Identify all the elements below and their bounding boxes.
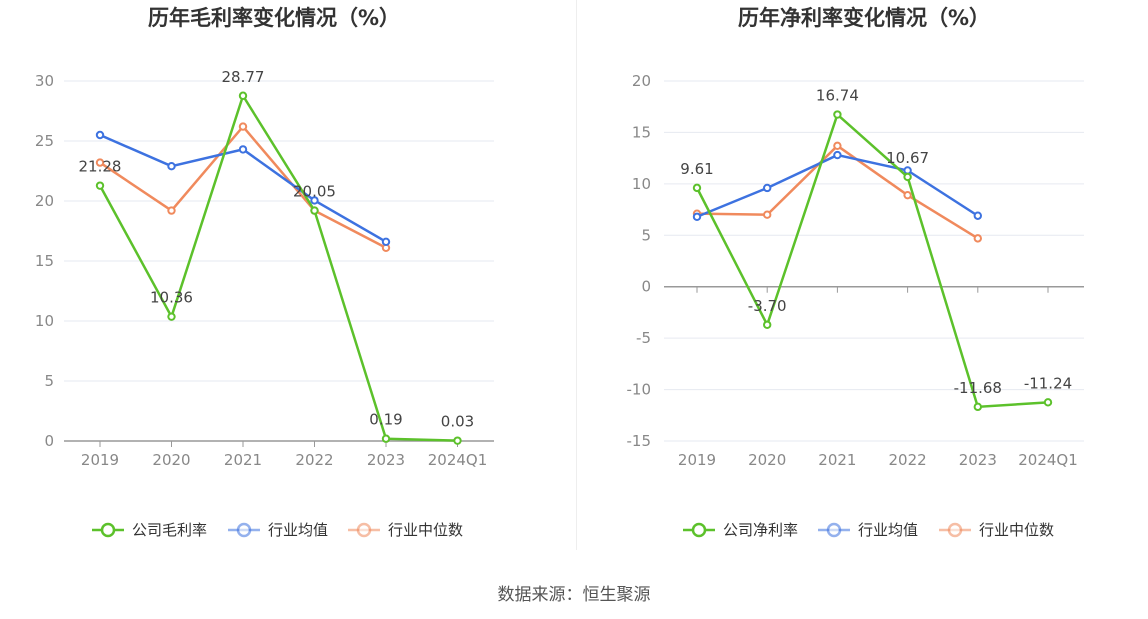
median-legend-label: 行业中位数 <box>979 521 1054 539</box>
company-data-point <box>238 91 248 100</box>
company-legend-label: 公司毛利率 <box>132 521 207 539</box>
x-tick-label: 2023 <box>959 451 997 469</box>
x-tick-label: 2021 <box>818 451 856 469</box>
y-tick-label: 20 <box>632 72 651 90</box>
y-tick-label: -5 <box>636 329 651 347</box>
median-series-line <box>696 144 979 240</box>
y-tick-label: 0 <box>44 432 54 450</box>
gross-margin-chart-svg: 历年毛利率变化情况（%） 30 25 20 15 10 5 0 2019 2020 2021 2022… <box>35 6 494 539</box>
x-tick-label: 2019 <box>678 451 716 469</box>
company-data-point <box>903 172 912 182</box>
avg-legend-marker <box>826 522 842 538</box>
y-tick-label: 0 <box>641 278 651 296</box>
avg-data-point <box>692 212 702 221</box>
avg-data-point <box>310 196 319 205</box>
median-data-point <box>95 158 105 167</box>
company-data-point <box>95 181 105 190</box>
y-tick-label: 20 <box>35 192 54 210</box>
median-data-point <box>973 234 982 243</box>
x-tick-label: 2022 <box>295 451 333 469</box>
company-legend-label: 公司净利率 <box>723 521 798 539</box>
panel-divider <box>576 0 577 550</box>
x-tick-label: 2022 <box>889 451 927 469</box>
company-data-label: 21.28 <box>79 158 122 176</box>
median-data-point <box>167 206 176 215</box>
company-data-label: 10.36 <box>150 289 193 307</box>
company-data-point <box>381 434 391 443</box>
avg-data-point <box>381 237 391 247</box>
data-source: 数据来源：恒生聚源 <box>497 585 651 605</box>
chart-title: 历年毛利率变化情况（%） <box>148 6 400 30</box>
y-tick-label: 5 <box>641 226 651 244</box>
y-tick-label: 10 <box>632 175 651 193</box>
company-data-point <box>310 206 319 215</box>
avg-data-point <box>95 130 105 140</box>
company-data-label: -3.70 <box>748 297 787 315</box>
y-tick-label: 15 <box>632 123 651 141</box>
y-tick-label: -10 <box>627 381 652 399</box>
company-data-point <box>1043 398 1053 407</box>
company-data-label: 9.61 <box>680 160 713 178</box>
avg-data-point <box>833 150 842 160</box>
company-data-label: 28.77 <box>222 68 265 86</box>
company-data-label: 20.05 <box>293 183 336 201</box>
company-data-label: -11.24 <box>1024 374 1072 392</box>
company-data-point <box>973 402 982 412</box>
net-margin-chart-svg: 历年净利率变化情况（%） 20 15 10 5 0 -5 -10 -15 2019 2020 2021… <box>627 6 1084 539</box>
median-legend-marker <box>947 522 963 538</box>
median-series-line <box>99 124 387 249</box>
avg-data-point <box>167 162 176 171</box>
median-data-point <box>763 210 772 219</box>
y-tick-label: -15 <box>627 432 652 450</box>
avg-data-point <box>763 183 772 193</box>
median-data-point <box>833 141 842 151</box>
avg-legend-label: 行业均值 <box>858 521 918 539</box>
company-data-label: 16.74 <box>816 87 859 105</box>
company-data-point <box>692 183 702 193</box>
median-data-point <box>238 122 248 131</box>
avg-data-point <box>238 145 248 154</box>
median-legend-marker <box>356 522 372 538</box>
avg-data-point <box>903 166 912 175</box>
x-tick-label: 2021 <box>224 451 262 469</box>
company-data-point <box>167 312 176 321</box>
x-tick-label: 2020 <box>748 451 786 469</box>
median-data-point <box>903 190 912 200</box>
company-legend-marker <box>691 522 707 538</box>
company-series-line <box>695 112 1049 409</box>
y-tick-label: 15 <box>35 252 54 270</box>
x-tick-label: 2019 <box>81 451 119 469</box>
company-data-point <box>453 436 462 445</box>
company-data-label: -11.68 <box>954 379 1002 397</box>
company-data-label: 0.03 <box>441 413 474 431</box>
y-tick-label: 30 <box>35 72 54 90</box>
company-data-label: 10.67 <box>886 149 929 167</box>
x-tick-label: 2023 <box>367 451 405 469</box>
avg-series-line <box>696 153 979 218</box>
net-margin-chart: 历年净利率变化情况（%） 20 15 10 5 0 -5 -10 -15 2019 2020 2021… <box>577 0 1148 560</box>
median-legend-label: 行业中位数 <box>388 521 463 539</box>
avg-data-point <box>973 211 982 220</box>
x-tick-label: 2020 <box>152 451 190 469</box>
chart-title: 历年净利率变化情况（%） <box>738 6 990 30</box>
company-data-point <box>763 320 772 329</box>
avg-legend-marker <box>236 522 252 538</box>
company-legend-marker <box>100 522 116 538</box>
gross-margin-chart: 历年毛利率变化情况（%） 30 25 20 15 10 5 0 2019 2020 2021 2022… <box>0 0 576 560</box>
company-data-point <box>833 110 842 119</box>
y-tick-label: 25 <box>35 132 54 150</box>
company-series-line <box>98 92 458 442</box>
y-tick-label: 5 <box>44 372 54 390</box>
x-tick-label: 2024Q1 <box>428 451 488 469</box>
y-tick-label: 10 <box>35 312 54 330</box>
x-tick-label: 2024Q1 <box>1018 451 1078 469</box>
avg-legend-label: 行业均值 <box>268 521 328 539</box>
company-data-label: 0.19 <box>369 411 402 429</box>
